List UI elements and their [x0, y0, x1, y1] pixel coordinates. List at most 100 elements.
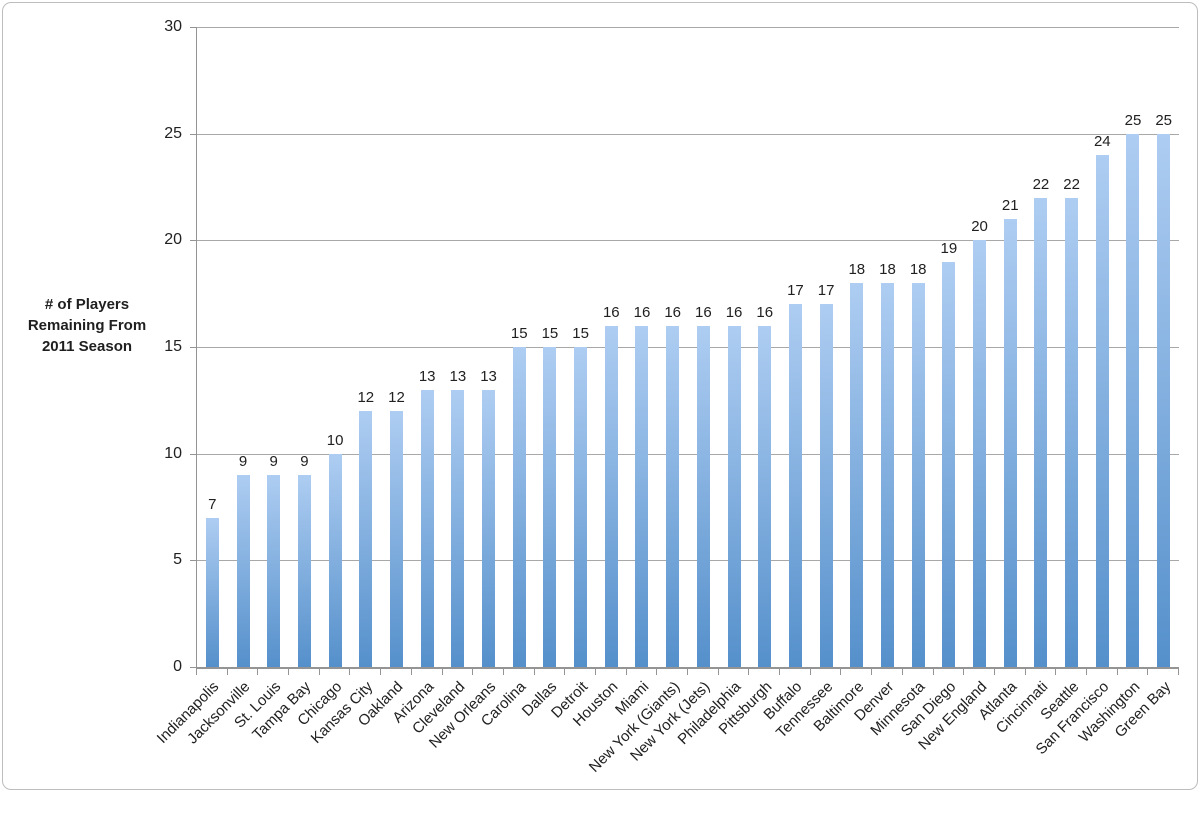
bar-seattle — [1065, 197, 1079, 667]
x-axis-tick-mark — [196, 669, 197, 675]
bar-value-label: 17 — [787, 282, 804, 300]
bar-value-label: 21 — [1001, 197, 1019, 214]
y-axis-tick-mark — [190, 27, 196, 28]
bar-st-louis — [267, 475, 281, 667]
bar-new-york-jets- — [696, 325, 710, 667]
x-axis-tick-mark — [380, 669, 381, 675]
bar-green-bay — [1157, 133, 1171, 667]
bar-value-label: 9 — [238, 453, 248, 470]
bar-value-label: 9 — [269, 453, 278, 470]
bar-value-label: 15 — [541, 325, 559, 342]
bar-value-label: 13 — [449, 367, 467, 385]
x-axis-tick-mark — [718, 669, 719, 675]
x-axis-tick-mark — [779, 669, 780, 675]
y-axis-tick-label: 25 — [164, 124, 182, 142]
bar-atlanta — [1003, 219, 1017, 667]
bar-value-label: 16 — [633, 303, 651, 321]
y-axis-tick-label: 15 — [164, 338, 182, 355]
bar-new-england — [973, 240, 987, 667]
bar-value-label: 15 — [510, 325, 528, 342]
x-axis-tick-mark — [595, 669, 596, 675]
bar-kansas-city — [359, 411, 373, 667]
bar-baltimore — [850, 283, 864, 667]
bar-carolina — [512, 347, 526, 667]
x-axis-tick-mark — [319, 669, 320, 675]
x-axis-tick-mark — [1025, 669, 1026, 675]
bar-buffalo — [788, 304, 802, 667]
x-axis-tick-mark — [1055, 669, 1056, 675]
x-axis-tick-mark — [411, 669, 412, 675]
bar-value-label: 25 — [1124, 111, 1142, 129]
bar-value-label: 12 — [357, 389, 375, 406]
plot-area: 7 9 9 9 10 12 12 13 13 13 15 15 15 16 16 16 16 16 16 17 17 18… — [196, 27, 1179, 669]
y-axis-title: # of Players Remaining From 2011 Season — [27, 296, 147, 355]
bar-value-label: 24 — [1093, 133, 1111, 150]
bar-tampa-bay — [297, 475, 311, 667]
x-axis-tick-mark — [564, 669, 565, 675]
x-axis-tick-mark — [902, 669, 903, 675]
x-axis-tick-mark — [534, 669, 535, 675]
bar-tennessee — [819, 304, 833, 667]
x-axis-tick-mark — [687, 669, 688, 675]
bar-value-label: 18 — [848, 261, 866, 278]
gridline — [197, 453, 1179, 455]
y-axis-tick-mark — [190, 347, 196, 348]
x-axis-tick-mark — [442, 669, 443, 675]
bar-cleveland — [451, 389, 465, 667]
y-axis-tick-mark — [190, 667, 196, 668]
bar-value-label: 16 — [725, 303, 743, 321]
gridline — [197, 560, 1179, 562]
x-axis-tick-mark — [472, 669, 473, 675]
x-axis-tick-mark — [1086, 669, 1087, 675]
y-axis-tick-mark — [190, 133, 196, 135]
bar-value-label: 18 — [879, 261, 896, 278]
bar-value-label: 17 — [817, 282, 835, 300]
x-axis-tick-mark — [1147, 669, 1148, 675]
bar-value-label: 16 — [664, 303, 681, 321]
bar-miami — [635, 325, 649, 667]
x-axis-tick-mark — [871, 669, 872, 675]
y-axis-tick-mark — [190, 453, 196, 455]
chart-frame: # of Players Remaining From 2011 Season … — [2, 2, 1198, 790]
bar-jacksonville — [236, 475, 250, 667]
y-axis-tick-label: 5 — [173, 551, 182, 569]
bar-value-label: 25 — [1155, 111, 1172, 129]
x-axis-tick-mark — [1178, 669, 1179, 675]
x-axis-tick-mark — [933, 669, 934, 675]
x-axis-tick-mark — [748, 669, 749, 675]
bar-value-label: 13 — [418, 367, 436, 385]
bar-oakland — [389, 411, 403, 667]
bar-new-orleans — [482, 389, 496, 667]
bar-value-label: 22 — [1032, 175, 1050, 193]
x-axis-tick-mark — [963, 669, 964, 675]
gridline — [197, 27, 1179, 28]
x-axis-tick-mark — [288, 669, 289, 675]
bar-indianapolis — [205, 517, 219, 667]
gridline — [197, 133, 1179, 135]
bar-denver — [880, 283, 894, 667]
bar-value-label: 18 — [909, 261, 927, 278]
x-axis-tick-mark — [840, 669, 841, 675]
y-axis-tick-label: 20 — [164, 231, 182, 249]
bar-washington — [1126, 133, 1140, 667]
x-axis-tick-mark — [349, 669, 350, 675]
bar-minnesota — [911, 283, 925, 667]
x-axis-tick-mark — [810, 669, 811, 675]
bar-value-label: 16 — [602, 303, 620, 321]
bar-arizona — [420, 389, 434, 667]
bar-value-label: 12 — [388, 389, 405, 406]
bar-houston — [604, 325, 618, 667]
x-axis-tick-mark — [626, 669, 627, 675]
bar-philadelphia — [727, 325, 741, 667]
x-axis-tick-mark — [503, 669, 504, 675]
bar-value-label: 13 — [480, 367, 497, 385]
bar-value-label: 16 — [695, 303, 712, 321]
gridline — [197, 347, 1179, 348]
bar-value-label: 19 — [940, 239, 958, 257]
bar-value-label: 9 — [300, 453, 309, 470]
bar-san-francisco — [1095, 155, 1109, 667]
x-axis-tick-mark — [227, 669, 228, 675]
bar-value-label: 20 — [971, 218, 988, 236]
y-axis-tick-label: 10 — [164, 444, 182, 462]
bar-new-york-giants- — [666, 325, 680, 667]
